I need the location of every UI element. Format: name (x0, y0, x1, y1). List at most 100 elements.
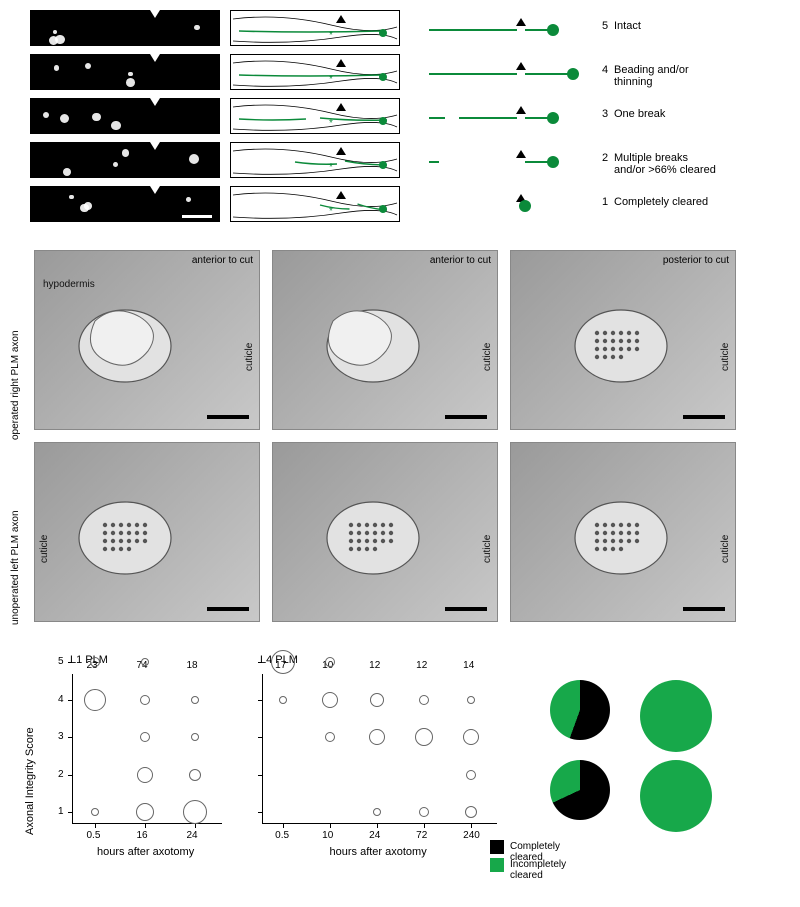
x-tick: 72 (416, 830, 427, 841)
svg-text:*: * (329, 206, 333, 217)
legend-label: Incompletely cleared (510, 859, 566, 881)
bubble (90, 657, 100, 667)
legend-swatch (490, 840, 504, 854)
bubble (137, 767, 153, 783)
panel-a: *5Intact*4Beading and/or thinning*3One b… (30, 8, 770, 233)
cuticle-label: cuticle (482, 503, 493, 563)
schematic-score-3: * (230, 98, 400, 134)
n-count: 12 (416, 660, 427, 671)
panel-b: operated right PLM axon unoperated left … (30, 250, 770, 630)
em-col-label: anterior to cut (430, 255, 491, 266)
score-number: 3 (602, 108, 608, 120)
n-count: 12 (369, 660, 380, 671)
arrowhead-icon (150, 142, 160, 150)
cuticle-label: cuticle (720, 311, 731, 371)
score-number: 1 (602, 196, 608, 208)
bubble (191, 696, 199, 704)
cuticle-label: cuticle (482, 311, 493, 371)
x-tick: 0.5 (87, 830, 101, 841)
legend-diagram-3 (425, 102, 595, 130)
score-label: Multiple breaks and/or >66% cleared (614, 152, 716, 176)
score-number: 2 (602, 152, 608, 164)
bubble (419, 695, 429, 705)
pie-chart-3 (640, 760, 712, 832)
x-axis-title: hours after axotomy (97, 846, 194, 858)
schematic-score-1: * (230, 186, 400, 222)
legend-diagram-1 (425, 190, 595, 218)
em-col-label: posterior to cut (663, 255, 729, 266)
em-image-r0-c1: anterior to cut cuticle (272, 250, 498, 430)
x-tick: 10 (322, 830, 333, 841)
schematic-score-2: * (230, 142, 400, 178)
arrowhead-icon (150, 98, 160, 106)
bubble (140, 695, 150, 705)
y-axis-title: Axonal Integrity Score (24, 705, 36, 835)
x-tick: 16 (137, 830, 148, 841)
bubble (183, 800, 207, 824)
bubble (141, 658, 149, 666)
micrograph-score-4 (30, 54, 220, 90)
bubble (271, 650, 295, 674)
score-label: Completely cleared (614, 196, 708, 208)
score-number: 4 (602, 64, 608, 76)
score-number: 5 (602, 20, 608, 32)
bubble (279, 696, 287, 704)
y-tick: 5 (58, 656, 64, 667)
scale-bar (683, 415, 725, 419)
y-tick: 4 (58, 694, 64, 705)
score-label: Beading and/or thinning (614, 64, 689, 88)
x-axis-title: hours after axotomy (330, 846, 427, 858)
bubble (189, 769, 201, 781)
bubble (191, 733, 199, 741)
n-count: 14 (463, 660, 474, 671)
bubble (325, 657, 335, 667)
row-label-bottom: unoperated left PLM axon (10, 465, 21, 625)
bubble-chart-0: L1 PLM123450.52316742418hours after axot… (50, 650, 240, 880)
legend-diagram-5 (425, 14, 595, 42)
bubble (322, 692, 338, 708)
legend-diagram-4 (425, 58, 595, 86)
micrograph-score-5 (30, 10, 220, 46)
micrograph-score-1 (30, 186, 220, 222)
svg-text:*: * (329, 30, 333, 41)
score-row-5: * 5 Intact (30, 8, 770, 48)
score-label: Intact (614, 20, 641, 32)
scale-bar (207, 607, 249, 611)
bubble-chart-1: L4 PLM0.51710102412721224014hours after … (240, 650, 515, 880)
scale-bar (683, 607, 725, 611)
micrograph-score-3 (30, 98, 220, 134)
em-image-r1-c2: cuticle (510, 442, 736, 622)
svg-text:*: * (329, 74, 333, 85)
micrograph-score-2 (30, 142, 220, 178)
scale-bar (445, 607, 487, 611)
cuticle-label: cuticle (720, 503, 731, 563)
bubble (467, 696, 475, 704)
bubble (91, 808, 99, 816)
score-row-3: *3One break (30, 96, 770, 136)
hypodermis-label: hypodermis (43, 279, 95, 290)
cuticle-label: cuticle (39, 503, 50, 563)
n-count: 18 (187, 660, 198, 671)
legend-swatch (490, 858, 504, 872)
bubble (136, 803, 154, 821)
row-label-top: operated right PLM axon (10, 280, 21, 440)
em-image-r0-c0: anterior to cutcuticlehypodermis (34, 250, 260, 430)
arrowhead-icon (150, 186, 160, 194)
bubble (466, 770, 476, 780)
y-tick: 2 (58, 769, 64, 780)
panel-c: Axonal Integrity Score L1 PLM123450.5231… (30, 650, 770, 900)
schematic-score-5: * (230, 10, 400, 46)
arrowhead-icon (150, 10, 160, 18)
x-tick: 240 (463, 830, 480, 841)
x-tick: 0.5 (275, 830, 289, 841)
legend-diagram-2 (425, 146, 595, 174)
bubble (140, 732, 150, 742)
y-tick: 1 (58, 806, 64, 817)
em-image-r1-c0: cuticle (34, 442, 260, 622)
score-row-1: * 1 Completely cleared (30, 184, 770, 224)
x-tick: 24 (187, 830, 198, 841)
pie-chart-0 (550, 680, 610, 740)
scale-bar (182, 215, 212, 218)
em-image-r1-c1: cuticle (272, 442, 498, 622)
scale-bar (207, 415, 249, 419)
